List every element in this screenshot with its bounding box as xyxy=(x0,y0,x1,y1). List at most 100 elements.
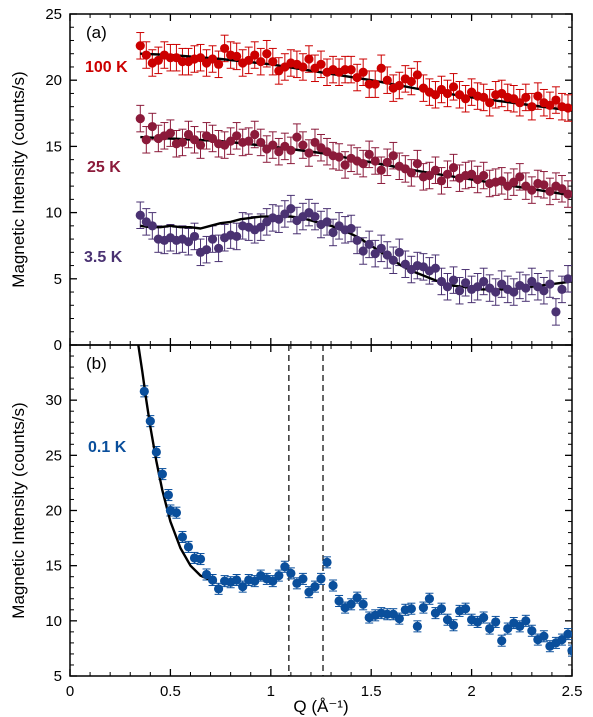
y-tick-label: 5 xyxy=(54,271,62,288)
data-point xyxy=(485,623,495,634)
series-label: 100 K xyxy=(85,59,128,76)
data-point xyxy=(183,542,194,552)
data-point xyxy=(448,620,459,630)
data-point xyxy=(346,65,356,75)
data-point xyxy=(364,239,374,249)
data-point xyxy=(322,557,332,567)
data-point xyxy=(509,177,519,187)
y-tick-label: 10 xyxy=(45,613,62,630)
data-layer xyxy=(135,32,572,326)
panel-label: (b) xyxy=(86,354,107,373)
data-point xyxy=(521,92,531,103)
y-tick-label: 25 xyxy=(45,6,62,23)
data-point xyxy=(557,634,567,645)
data-point xyxy=(340,160,350,170)
data-point xyxy=(539,631,549,641)
x-axis-title: Q (Å⁻¹) xyxy=(293,697,348,716)
data-point xyxy=(250,576,260,586)
data-point xyxy=(232,575,242,585)
data-point xyxy=(232,51,242,61)
data-point xyxy=(400,259,410,269)
data-point xyxy=(563,189,572,199)
data-point xyxy=(515,98,525,108)
data-point xyxy=(442,169,453,179)
data-point xyxy=(448,275,459,285)
data-point xyxy=(388,151,398,161)
data-point xyxy=(485,98,495,108)
data-point xyxy=(346,599,356,609)
data-point xyxy=(491,287,501,297)
y-tick-label: 20 xyxy=(45,72,62,89)
data-point xyxy=(382,250,392,260)
data-point xyxy=(298,62,308,72)
data-point xyxy=(479,92,489,103)
data-point xyxy=(545,100,555,110)
data-point xyxy=(310,211,320,222)
data-point xyxy=(334,152,344,162)
data-point xyxy=(328,580,338,591)
data-point xyxy=(201,245,212,255)
series-label: 0.1 K xyxy=(88,439,127,456)
data-point xyxy=(382,157,392,167)
data-point xyxy=(135,113,145,124)
data-point xyxy=(382,75,392,85)
x-tick-label: 0 xyxy=(66,683,74,700)
data-point xyxy=(151,447,161,457)
data-point xyxy=(157,469,167,479)
data-point xyxy=(274,147,284,157)
data-point xyxy=(328,227,338,238)
data-point xyxy=(274,214,284,224)
series-label: 3.5 K xyxy=(84,249,123,266)
data-point xyxy=(442,282,453,292)
data-point xyxy=(448,82,459,92)
data-point xyxy=(521,283,531,293)
y-axis-title: Magnetic Intensity (counts/s) xyxy=(9,71,28,287)
y-tick-label: 10 xyxy=(45,205,62,222)
data-point xyxy=(147,221,157,231)
data-point xyxy=(473,282,483,292)
data-point xyxy=(352,235,362,246)
data-point xyxy=(521,616,531,626)
data-point xyxy=(563,274,572,284)
data-point xyxy=(135,41,145,51)
data-point xyxy=(430,165,441,175)
data-point xyxy=(352,72,362,83)
data-point xyxy=(165,128,175,138)
data-point xyxy=(195,140,206,150)
data-point xyxy=(406,76,416,87)
panel-label: (a) xyxy=(86,23,107,42)
data-point xyxy=(539,180,549,190)
data-point xyxy=(226,136,236,146)
data-point xyxy=(256,137,266,148)
data-point xyxy=(436,176,447,186)
data-point xyxy=(479,170,489,181)
data-point xyxy=(244,55,254,65)
data-point xyxy=(370,249,380,259)
data-point xyxy=(442,88,453,99)
data-point xyxy=(503,623,513,634)
data-point xyxy=(539,286,549,296)
data-point xyxy=(551,307,561,317)
data-point xyxy=(479,612,489,623)
data-point xyxy=(497,279,507,289)
data-point xyxy=(545,279,555,289)
data-point xyxy=(497,636,507,646)
x-tick-label: 1 xyxy=(267,683,275,700)
y-tick-label: 5 xyxy=(54,668,62,685)
data-point xyxy=(358,67,368,77)
data-point xyxy=(527,276,537,287)
data-point xyxy=(358,246,368,256)
data-point xyxy=(436,604,447,614)
data-point xyxy=(139,386,149,396)
data-point xyxy=(467,169,477,179)
data-point xyxy=(163,490,173,500)
y-tick-label: 20 xyxy=(45,503,62,520)
data-point xyxy=(460,604,471,614)
data-point xyxy=(527,185,537,195)
data-point xyxy=(394,80,404,91)
data-point xyxy=(563,629,572,639)
data-layer xyxy=(137,345,572,676)
y-tick-label: 0 xyxy=(54,337,62,354)
data-point xyxy=(145,416,155,426)
